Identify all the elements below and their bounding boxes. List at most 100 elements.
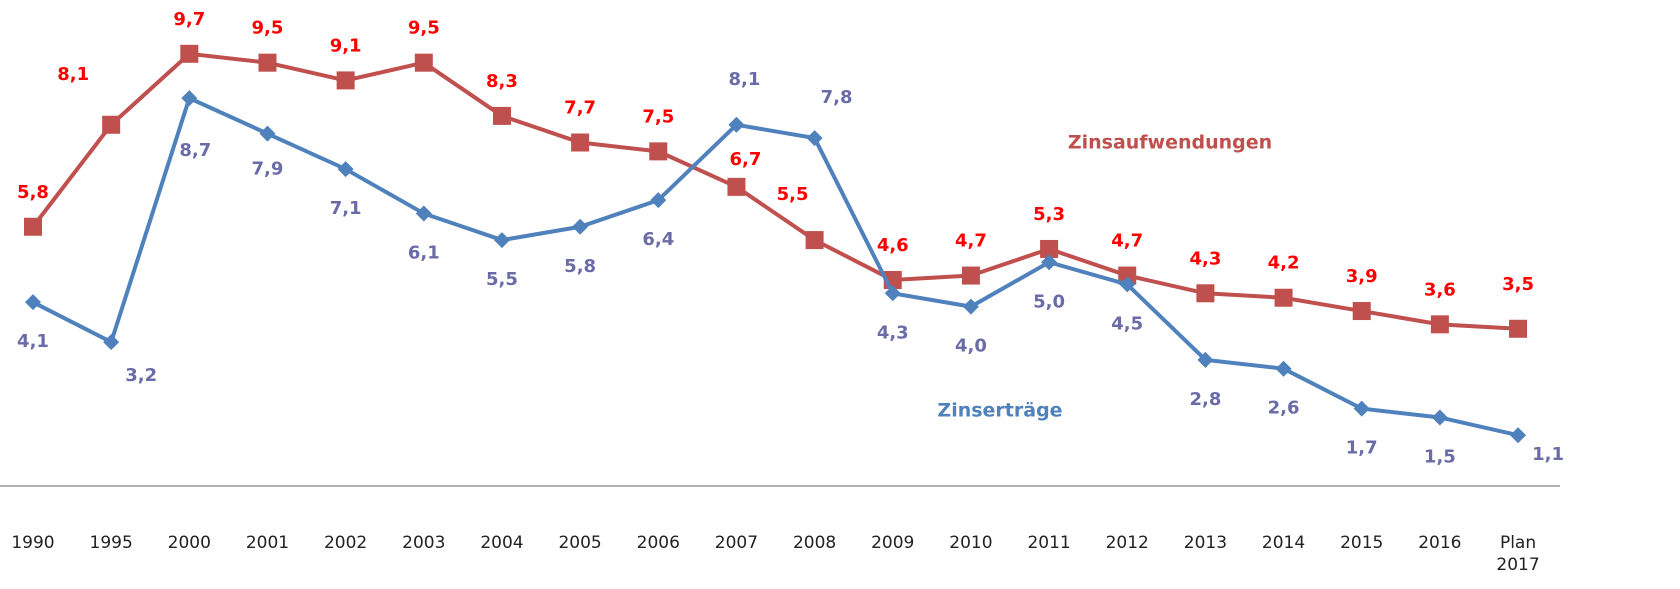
data-label: 8,7 [179,140,211,161]
x-tick-label: 2003 [402,533,446,553]
x-tick-label: 2008 [792,533,837,553]
marker [1274,288,1293,307]
data-label: 1,5 [1424,446,1456,467]
data-label: 9,5 [408,18,440,39]
data-label: 9,1 [330,35,362,56]
marker [181,90,198,107]
series-line [32,95,1519,438]
marker [1352,302,1371,321]
data-label: 3,6 [1424,279,1456,300]
data-label: 4,3 [877,322,909,343]
data-label: 2,8 [1189,389,1221,410]
x-tick-label: 2013 [1183,533,1228,553]
marker [1197,351,1214,368]
marker [492,106,511,125]
data-label: 7,8 [821,87,853,108]
data-label: 4,6 [877,235,909,256]
marker [961,266,980,285]
data-label: 8,1 [57,64,89,85]
marker [728,116,745,133]
x-tick-label: 2007 [714,533,759,553]
x-tick-label: 2012 [1105,533,1149,553]
marker [649,142,668,161]
marker [650,192,667,209]
x-tick-label: 2006 [636,533,680,553]
marker [336,71,355,90]
x-tick-label: 2001 [245,533,290,553]
data-label: 5,8 [564,256,596,277]
x-tick-label: 1990 [11,533,55,553]
marker [1196,284,1215,303]
marker [1353,400,1370,417]
x-tick-label: 2009 [871,533,915,553]
data-label: 1,1 [1532,444,1564,465]
marker [571,133,590,152]
data-label: 4,2 [1268,253,1300,274]
marker [1275,360,1292,377]
data-label: 7,5 [642,106,674,127]
marker [1510,427,1527,444]
marker [884,285,901,302]
data-label: 6,1 [408,242,440,263]
x-tick-label: 2016 [1418,533,1462,553]
data-label: 4,0 [955,336,987,357]
marker [1119,276,1136,293]
x-tick-label: 2004 [480,533,524,553]
data-label: 8,1 [728,69,760,90]
marker [806,130,823,147]
data-label: 9,5 [252,18,284,39]
data-label: 6,7 [729,149,761,170]
x-tick-label: Plan 2017 [1496,533,1540,575]
marker [259,125,276,142]
marker [25,294,41,311]
marker [1118,266,1137,285]
x-tick-label: 2015 [1340,533,1384,553]
data-label: 4,5 [1111,313,1143,334]
data-label: 3,5 [1502,274,1534,295]
marker [258,53,277,72]
marker [415,205,432,222]
marker [337,161,354,178]
series-line [31,51,1519,331]
marker [727,177,746,196]
marker [102,115,121,134]
series-label: Zinserträge [937,400,1062,422]
marker [180,44,199,63]
data-label: 4,3 [1189,248,1221,269]
data-label: 9,7 [173,9,205,30]
data-label: 2,6 [1268,398,1300,419]
marker [103,334,120,351]
data-label: 3,9 [1346,266,1378,287]
data-label: 5,3 [1033,204,1065,225]
data-label: 4,7 [955,231,987,252]
data-label: 7,9 [252,159,284,180]
marker [1430,315,1449,334]
x-tick-label: 2005 [558,533,602,553]
data-label: 5,5 [777,184,809,205]
marker [1041,254,1058,271]
data-label: 3,2 [125,365,157,386]
x-tick-label: 1995 [89,533,133,553]
data-label: 5,0 [1033,291,1065,312]
series-label: Zinsaufwendungen [1068,132,1272,154]
data-label: 1,7 [1346,438,1378,459]
data-label: 8,3 [486,71,518,92]
x-tick-label: 2014 [1261,533,1306,553]
x-tick-label: 2000 [167,533,211,553]
data-label: 6,4 [642,229,674,250]
data-label: 4,1 [17,331,49,352]
marker [962,298,979,315]
marker [493,232,510,249]
marker [805,231,824,250]
x-tick-label: 2010 [949,533,993,553]
marker [1509,319,1528,338]
x-tick-label: 2011 [1027,533,1071,553]
marker [1431,409,1448,426]
marker [572,218,589,235]
data-label: 5,5 [486,269,518,290]
marker [24,217,42,236]
data-label: 4,7 [1111,231,1143,252]
marker [414,53,433,72]
